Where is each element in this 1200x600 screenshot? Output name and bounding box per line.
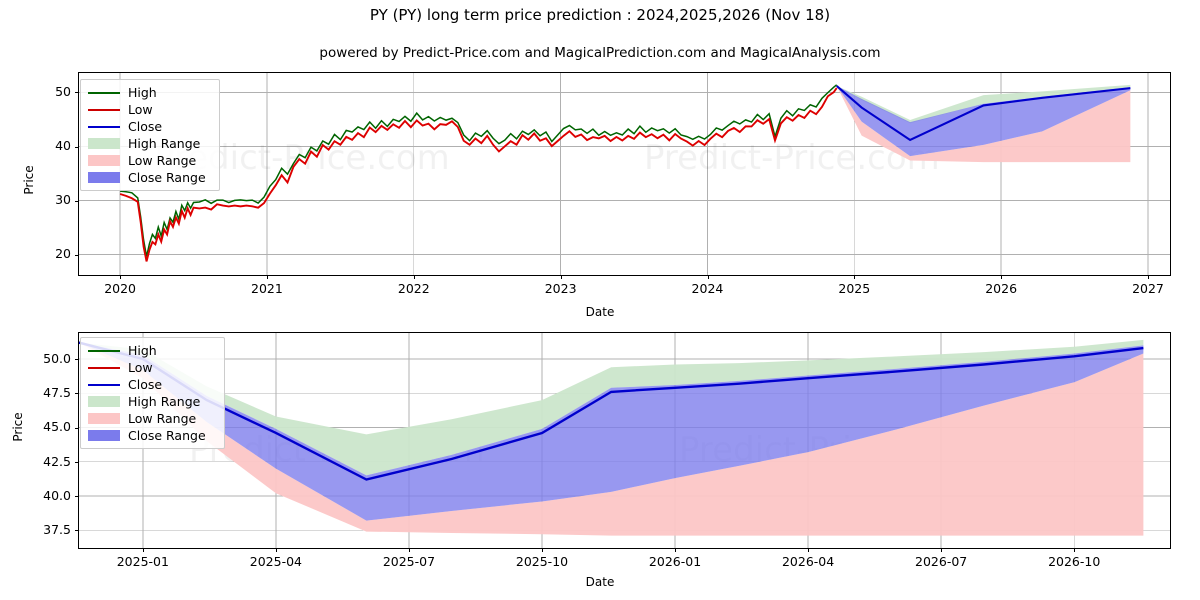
top-chart-x-tick-label: 2027 <box>1132 281 1164 296</box>
bottom-chart-legend-label: High <box>128 343 157 358</box>
bottom-chart-x-tick-mark <box>1074 548 1076 552</box>
bottom-chart-x-tick-mark <box>542 548 543 552</box>
top-chart-y-tick-label: 30 <box>55 192 71 208</box>
bottom-chart-y-tick-mark <box>75 359 79 360</box>
bottom-chart-y-tick-label: 37.5 <box>43 522 71 538</box>
bottom-chart-x-tick-label: 2025-10 <box>515 554 569 569</box>
bottom-chart-legend-label: Low Range <box>128 411 197 426</box>
top-chart-x-tick-label: 2020 <box>104 281 137 296</box>
bottom-chart-x-tick-label: 2026-04 <box>781 554 835 569</box>
top-chart-y-tick-label: 20 <box>55 246 71 262</box>
top-chart-x-tick-mark <box>267 275 268 279</box>
bottom-chart-x-tick-label: 2025-07 <box>382 554 436 569</box>
top-chart-x-tick-label: 2021 <box>251 281 283 296</box>
bottom-chart-x-tick-mark <box>275 548 277 552</box>
bottom-chart-x-axis-label: Date <box>585 575 615 589</box>
bottom-chart-y-tick-label: 50.0 <box>43 351 71 367</box>
top-chart-legend-swatch-patch <box>87 137 121 150</box>
top-chart-legend-swatch-patch <box>87 171 121 184</box>
top-chart-x-tick-label: 2024 <box>691 281 724 296</box>
bottom-chart-legend-swatch-line <box>87 378 121 391</box>
top-chart-x-tick-mark <box>413 275 415 279</box>
top-chart-legend-item-high-range[interactable]: High Range <box>87 135 211 152</box>
bottom-chart-x-tick-label: 2025-01 <box>116 554 169 569</box>
top-chart-x-tick-mark <box>560 275 562 279</box>
top-chart-x-tick-mark <box>707 275 709 279</box>
bottom-chart-legend-swatch-patch <box>87 395 121 408</box>
bottom-chart-panel: Price Predict-Price.comPredict-Price.com… <box>0 320 1200 600</box>
top-chart-legend-swatch-line <box>87 103 121 116</box>
bottom-chart-x-tick-label: 2025-04 <box>249 554 303 569</box>
bottom-chart-x-tick-mark <box>808 548 810 552</box>
top-chart-x-tick-mark <box>120 275 122 279</box>
top-chart-x-tick-mark <box>854 275 856 279</box>
top-chart-x-tick-label: 2022 <box>397 281 430 296</box>
page-title: PY (PY) long term price prediction : 202… <box>369 6 831 24</box>
top-chart-x-tick-mark <box>1148 275 1149 279</box>
bottom-chart-legend-item-high-range[interactable]: High Range <box>87 393 216 410</box>
top-chart-legend-label: Close <box>128 119 163 134</box>
top-chart-y-tick-mark <box>75 254 79 256</box>
bottom-chart-legend-item-low-range[interactable]: Low Range <box>87 410 216 427</box>
top-chart-y-tick-mark <box>75 92 79 94</box>
top-chart-legend-label: High Range <box>128 136 201 151</box>
bottom-chart-legend-label: Low <box>128 360 153 375</box>
bottom-chart-x-tick-mark <box>675 548 677 552</box>
top-chart-legend-swatch-line <box>87 86 121 99</box>
bottom-chart-legend-swatch-patch <box>87 412 121 425</box>
top-chart-y-tick-mark <box>75 200 79 202</box>
bottom-chart-x-tick-label: 2026-07 <box>915 554 968 569</box>
top-chart-legend-item-high[interactable]: High <box>87 84 211 101</box>
bottom-chart-legend-item-close[interactable]: Close <box>87 376 216 393</box>
top-chart-legend-item-low[interactable]: Low <box>87 101 211 118</box>
bottom-chart-legend-label: High Range <box>128 394 201 409</box>
bottom-chart-y-tick-mark <box>75 461 79 463</box>
top-chart-legend-label: Close Range <box>128 170 206 185</box>
bottom-chart-legend-swatch-line <box>87 344 121 357</box>
bottom-chart-y-tick-mark <box>75 496 79 497</box>
top-chart-legend-swatch-line <box>87 120 121 133</box>
bottom-chart-y-tick-mark <box>75 427 79 429</box>
top-chart-panel: Price Predict-Price.com Predict-Price.com… <box>22 72 1171 319</box>
top-chart-y-tick-label: 50 <box>55 84 71 100</box>
bottom-chart-x-tick-mark <box>142 548 144 552</box>
bottom-chart-y-tick-label: 42.5 <box>43 453 71 469</box>
top-chart-x-tick-label: 2026 <box>985 281 1018 296</box>
bottom-chart-legend: High Low Close High Range Low Range Close Ran… <box>80 337 225 449</box>
top-chart-x-tick-label: 2023 <box>544 281 577 296</box>
bottom-chart-y-tick-label: 45.0 <box>43 419 71 435</box>
top-chart-legend-item-close[interactable]: Close <box>87 118 211 135</box>
page-subtitle: powered by Predict-Price.com and Magical… <box>319 45 881 61</box>
top-chart-y-tick-label: 40 <box>55 138 71 154</box>
bottom-chart-legend-swatch-line <box>87 361 121 374</box>
top-chart-x-tick-mark <box>1001 275 1003 279</box>
bottom-chart-legend-item-low[interactable]: Low <box>87 359 216 376</box>
bottom-chart-x-tick-mark <box>941 548 943 552</box>
top-chart-x-axis-label: Date <box>585 305 615 319</box>
bottom-chart-x-tick-label: 2026-01 <box>648 554 702 569</box>
bottom-chart-legend-item-high[interactable]: High <box>87 342 216 359</box>
top-chart-legend-item-low-range[interactable]: Low Range <box>87 152 211 169</box>
top-chart-plot-area: Predict-Price.com Predict-Price.com <box>78 72 1171 276</box>
bottom-chart-legend-label: Close <box>128 377 163 392</box>
bottom-chart-legend-swatch-patch <box>87 429 121 442</box>
bottom-chart-legend-item-close-range[interactable]: Close Range <box>87 427 216 444</box>
bottom-chart-y-tick-mark <box>75 393 79 395</box>
top-chart-y-tick-mark <box>75 146 79 148</box>
bottom-chart-y-tick-mark <box>75 530 79 532</box>
bottom-chart-legend-label: Close Range <box>128 428 206 443</box>
bottom-chart-y-tick-label: 47.5 <box>43 385 71 401</box>
top-chart-legend-label: Low <box>128 102 153 117</box>
top-chart-legend-label: Low Range <box>128 153 197 168</box>
top-chart-legend-label: High <box>128 85 157 100</box>
top-chart-legend: High Low Close High Range Low Range Close Ran… <box>80 79 220 191</box>
bottom-chart-x-tick-mark <box>409 548 410 552</box>
bottom-chart-y-tick-label: 40.0 <box>43 487 71 503</box>
bottom-chart-x-tick-label: 2026-10 <box>1048 554 1101 569</box>
top-chart-legend-item-close-range[interactable]: Close Range <box>87 169 211 186</box>
top-chart-legend-swatch-patch <box>87 154 121 167</box>
top-chart-x-tick-label: 2025 <box>838 281 871 296</box>
